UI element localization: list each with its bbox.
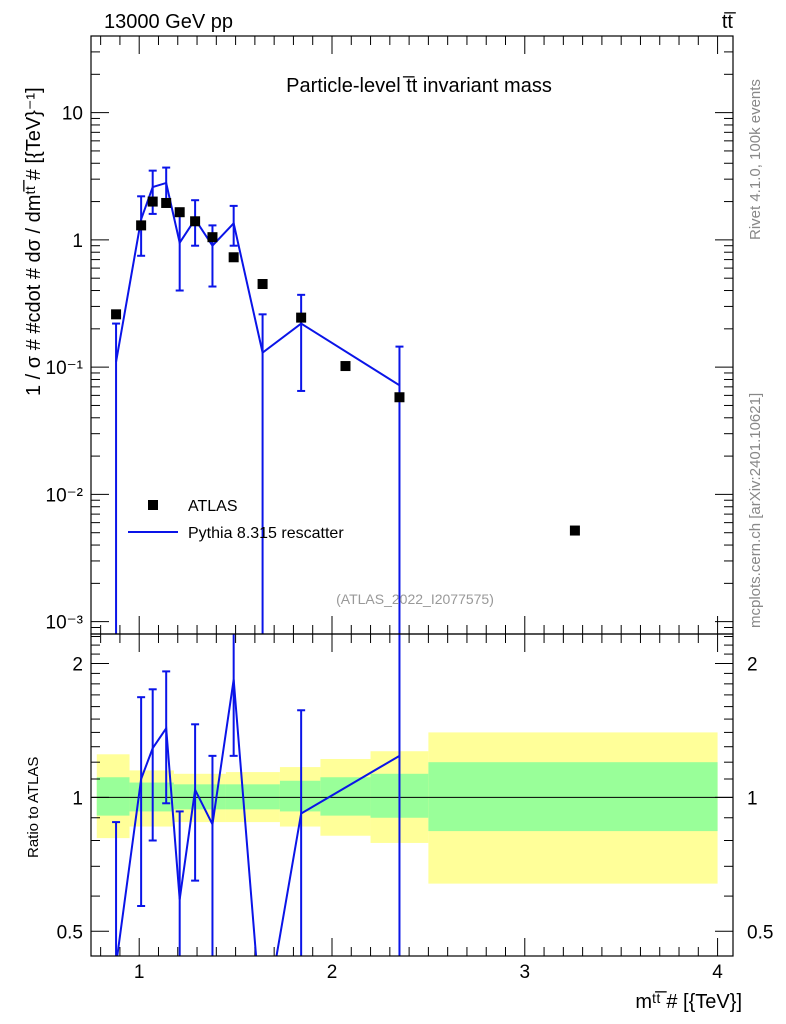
ratio-mc-line	[116, 679, 400, 956]
atlas-data-point	[569, 525, 580, 536]
atlas-data-point	[161, 197, 172, 208]
ratio-x-ticks: 1 2 3 4	[100, 634, 723, 983]
legend-label-atlas: ATLAS	[188, 498, 238, 515]
x-tick-label: 2	[327, 962, 338, 983]
main-y-axis-label: 1 / σ # #cdot # dσ / dmᵗᵗ̅ # [{TeV}⁻¹]	[22, 87, 45, 396]
main-y-tick-label: 1	[72, 231, 83, 252]
main-y-tick-label: 10⁻¹	[46, 358, 84, 379]
process-label: tt̅	[722, 11, 736, 33]
legend-marker-atlas	[148, 500, 158, 510]
ratio-band-inner	[428, 762, 718, 832]
main-y-tick-label: 10⁻³	[46, 613, 84, 634]
atlas-data-point	[340, 361, 351, 372]
ratio-band-inner	[96, 777, 130, 816]
atlas-data-point	[190, 216, 201, 227]
atlas-data-point	[147, 196, 158, 207]
ratio-panel: 0.5 0.5 1 1 2 2 1 2 3 4 Ratio to ATLAS mᵗᵗ̅ # [{…	[25, 633, 773, 1013]
x-tick-label: 3	[519, 962, 530, 983]
main-y-tick-label: 10	[62, 104, 83, 125]
energy-label: 13000 GeV pp	[104, 11, 233, 33]
main-mc-series	[112, 166, 404, 634]
side-label-rivet: Rivet 4.1.0, 100k events	[747, 79, 764, 240]
side-label-source: mcplots.cern.ch [arXiv:2401.10621]	[747, 393, 764, 628]
reference-id: (ATLAS_2022_I2077575)	[336, 591, 494, 607]
ratio-y-tick-label-right: 0.5	[747, 922, 773, 943]
x-axis-label: mᵗᵗ̅ # [{TeV}]	[635, 990, 742, 1013]
atlas-data-point	[394, 392, 405, 403]
ratio-y-tick-label-right: 2	[747, 655, 758, 676]
atlas-data-point	[174, 207, 185, 218]
ratio-y-tick-label-right: 1	[747, 788, 758, 809]
ratio-band-inner	[225, 784, 280, 810]
atlas-data-point	[207, 232, 218, 243]
ratio-uncertainty-bands	[96, 732, 718, 884]
ratio-band-inner	[320, 777, 371, 816]
ratio-y-tick-label: 2	[72, 655, 83, 676]
ratio-y-ticks: 0.5 0.5 1 1 2 2	[57, 636, 773, 943]
ratio-y-tick-label: 0.5	[57, 922, 83, 943]
legend-label-pythia: Pythia 8.315 rescatter	[188, 525, 344, 542]
x-tick-label: 4	[712, 962, 723, 983]
ratio-frame	[90, 633, 734, 957]
ratio-mc-series	[112, 634, 401, 956]
main-data-series	[111, 196, 580, 536]
atlas-data-point	[296, 312, 307, 323]
legend: ATLAS Pythia 8.315 rescatter	[128, 498, 344, 542]
main-y-tick-label: 10⁻²	[46, 485, 84, 506]
x-tick-label: 1	[134, 962, 145, 983]
ratio-y-tick-label: 1	[72, 788, 83, 809]
main-frame	[90, 35, 734, 635]
ratio-y-axis-label: Ratio to ATLAS	[25, 757, 42, 858]
main-y-ticks: 10⁻³ 10⁻² 10⁻¹ 1 10	[46, 35, 733, 635]
atlas-data-point	[136, 220, 147, 231]
main-x-ticks	[100, 36, 719, 634]
atlas-data-point	[111, 309, 122, 320]
atlas-data-point	[257, 279, 268, 290]
main-panel: 10⁻³ 10⁻² 10⁻¹ 1 10 Particle-level t̅t invar…	[22, 35, 734, 635]
plot-title: Particle-level t̅t invariant mass	[286, 75, 552, 97]
atlas-data-point	[228, 252, 239, 263]
